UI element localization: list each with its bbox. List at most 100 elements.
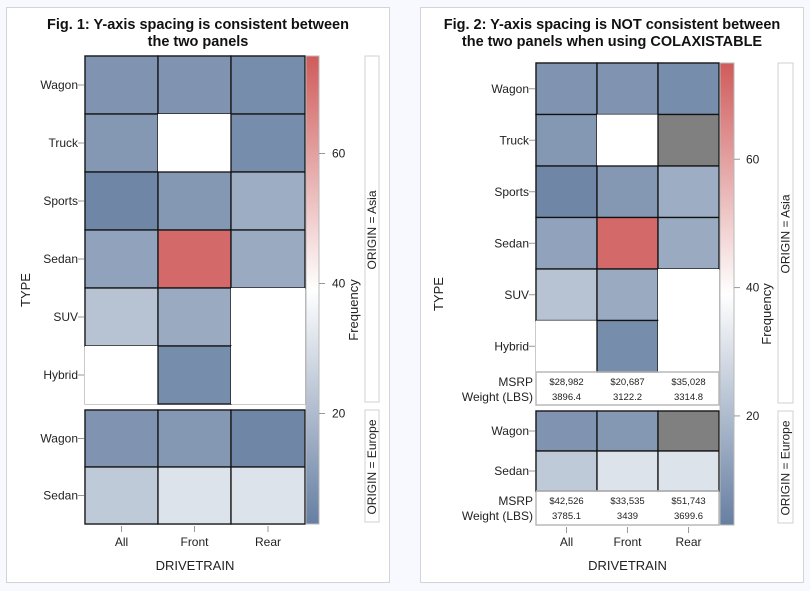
strip-label-box (777, 410, 794, 524)
x-tick-label: Front (613, 535, 642, 549)
strip-label: ORIGIN = Europe (779, 420, 793, 515)
table-row-label: Weight (LBS) (462, 509, 533, 523)
x-tick-label: All (560, 535, 573, 549)
heatmap-cell (84, 55, 159, 115)
y-axis-title: TYPE (431, 277, 446, 311)
table-cell: $33,535 (610, 496, 644, 507)
y-tick-label: Sports (494, 185, 529, 199)
table-cell: $28,982 (549, 377, 583, 388)
panel-origin-asia: Wagon Truck Sports Sedan SUV Hybrid ORIGIN = A… (40, 55, 380, 405)
y-tick-label: Hybrid (494, 339, 529, 353)
x-axis-title: DRIVETRAIN (588, 558, 667, 573)
heatmap-cell (230, 229, 306, 289)
y-tick-label: Sedan (43, 252, 78, 266)
colorbar (719, 62, 735, 526)
y-axis-title: TYPE (18, 273, 33, 307)
table-cell: 3439 (617, 511, 638, 522)
x-axis-title: DRIVETRAIN (156, 558, 235, 573)
heatmap-cell (157, 55, 232, 115)
table-row-label: MSRP (498, 375, 533, 389)
heatmap-cell (157, 229, 232, 289)
heatmap-cell (535, 216, 598, 270)
colorbar-tick-label: 60 (332, 147, 346, 161)
y-tick-label: Sports (43, 194, 78, 208)
heatmap-cell (230, 113, 306, 173)
table-cell: $51,743 (671, 496, 705, 507)
x-tick-label: Rear (675, 535, 701, 549)
colorbar-tick-label: 40 (746, 281, 760, 295)
table-cell: $35,028 (671, 377, 705, 388)
y-tick-label: Wagon (491, 424, 529, 438)
figure-1-chart: Wagon Truck Sports Sedan SUV Hybrid ORIGIN = A… (18, 55, 380, 573)
y-tick-label: Truck (499, 133, 530, 147)
heatmap-cell (85, 346, 158, 404)
panel-origin-europe: Wagon Sedan ORIGIN = Europe (40, 409, 380, 525)
y-tick-label: Wagon (40, 432, 78, 446)
heatmap-cell (536, 320, 597, 372)
heatmap-cell (657, 113, 720, 167)
heatmap-cell (157, 409, 232, 468)
heatmap-cell (596, 450, 659, 492)
heatmap-cell (657, 450, 720, 492)
y-tick-label: Sedan (43, 489, 78, 503)
y-tick-label: SUV (504, 288, 529, 302)
table-cell: 3314.8 (674, 392, 703, 403)
x-tick-label: Front (180, 535, 209, 549)
heatmap-cell (230, 171, 306, 231)
table-cell: 3896.4 (552, 392, 581, 403)
heatmap-cell (597, 114, 658, 166)
heatmap-cell (84, 171, 159, 231)
table-cell: 3699.6 (674, 511, 703, 522)
y-tick-label: Wagon (491, 82, 529, 96)
heatmap-cell (535, 268, 598, 322)
heatmap-cell (157, 287, 232, 347)
heatmap-cell (535, 450, 598, 492)
heatmap-cell (596, 165, 659, 219)
heatmap-cell (596, 268, 659, 322)
heatmap-cell (230, 409, 306, 468)
heatmap-cell (231, 288, 305, 346)
strip-label: ORIGIN = Asia (779, 194, 793, 273)
colorbar-tick-label: 20 (332, 407, 346, 421)
figure-2-chart: Wagon Truck Sports Sedan SUV Hybrid MSRP $28,98… (431, 62, 794, 573)
strip-label: ORIGIN = Asia (365, 190, 379, 269)
heatmap-cell (596, 410, 659, 452)
strip-label-box (777, 62, 794, 404)
heatmap-cell (535, 410, 598, 452)
heatmap-cell (230, 466, 306, 525)
heatmap-cell (158, 114, 231, 172)
heatmap-cell (230, 55, 306, 115)
heatmap-cell (657, 216, 720, 270)
heatmap-cell (84, 409, 159, 468)
heatmap-cell (535, 62, 598, 116)
heatmap-cell (657, 62, 720, 116)
heatmap-cell (157, 345, 232, 405)
heatmap-cell (596, 216, 659, 270)
heatmap-cell (84, 229, 159, 289)
table-cell: $42,526 (549, 496, 583, 507)
y-tick-label: SUV (53, 310, 78, 324)
heatmap-cell (658, 320, 719, 372)
heatmap-cell (84, 287, 159, 347)
table-row-label: Weight (LBS) (462, 390, 533, 404)
heatmap-cell (535, 165, 598, 219)
heatmap-cell (535, 113, 598, 167)
y-tick-label: Sedan (494, 464, 529, 478)
colorbar-label: Frequency (759, 283, 774, 345)
heatmap-cell (84, 466, 159, 525)
table-cell: $20,687 (610, 377, 644, 388)
heatmap-cell (596, 319, 659, 373)
heatmap-cell (157, 171, 232, 231)
strip-label-box (364, 55, 380, 403)
colorbar (305, 55, 320, 525)
strip-label-box (364, 409, 380, 523)
colorbar-tick-label: 40 (332, 277, 346, 291)
y-tick-label: Wagon (40, 78, 78, 92)
y-tick-label: Hybrid (43, 368, 78, 382)
figure-2-title: Fig. 2: Y-axis spacing is NOT consistent… (443, 17, 781, 50)
heatmap-cell (157, 466, 232, 525)
heatmap-cell (658, 269, 719, 321)
x-tick-label: Rear (255, 535, 281, 549)
heatmap-cell (596, 62, 659, 116)
